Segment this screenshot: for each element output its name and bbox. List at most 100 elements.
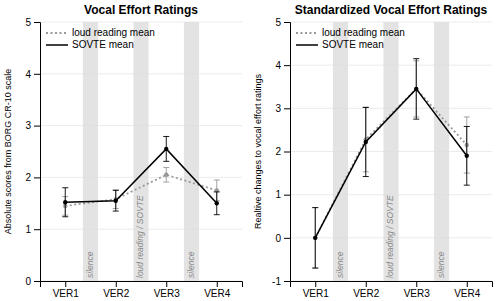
band-labels: silenceloud reading / SOVTEsilence [335, 195, 446, 278]
tick-mark [467, 281, 468, 287]
legend-entry: SOVTE mean [296, 39, 384, 50]
y-tick: 0 [25, 276, 40, 287]
x-tick: VER1 [53, 281, 80, 299]
tick-label: VER4 [204, 288, 231, 299]
tick-label: 5 [25, 17, 31, 28]
grid-line [290, 194, 492, 195]
shade-band [83, 22, 98, 281]
band-label: loud reading / SOVTE [135, 195, 145, 278]
marker [313, 236, 317, 240]
marker [215, 201, 219, 205]
tick-mark [416, 281, 417, 287]
x-tick: VER3 [154, 281, 181, 299]
y-tick: 4 [275, 60, 290, 71]
error-bar [62, 188, 68, 217]
axis-line [291, 282, 493, 288]
marker [364, 140, 368, 144]
shade-band [133, 22, 148, 281]
tick-label: 2 [275, 146, 281, 157]
grid-line [290, 65, 492, 66]
marker [164, 147, 168, 151]
series [62, 136, 220, 216]
grid-line [290, 151, 492, 152]
series [312, 59, 470, 268]
grid-line [40, 73, 242, 74]
marker [414, 87, 418, 91]
x-tick: VER2 [103, 281, 130, 299]
tick-mark [34, 281, 40, 282]
bands [83, 22, 199, 281]
tick-mark [284, 108, 290, 109]
tick-mark [366, 281, 367, 287]
legend-swatch [296, 32, 318, 34]
tick-mark [284, 65, 290, 66]
axis-line [284, 23, 291, 282]
legend-swatch [46, 32, 68, 34]
error-bar [163, 136, 169, 161]
tick-label: 2 [25, 172, 31, 183]
tick-label: 1 [275, 189, 281, 200]
line [315, 89, 467, 238]
band-label: silence [335, 251, 345, 278]
x-axis: VER1 VER2 VER3 VER4 [41, 281, 243, 299]
band-labels: silence loud reading / SOVTE silence [85, 195, 196, 278]
marker [114, 199, 118, 203]
grid-line [290, 22, 492, 23]
tick-mark [34, 74, 40, 75]
legend-label: loud reading mean [322, 27, 405, 38]
y-tick: 3 [275, 103, 290, 114]
tick-mark [217, 281, 218, 287]
tick-mark [284, 22, 290, 23]
tick-mark [65, 281, 66, 287]
title: Vocal Effort Ratings [84, 3, 198, 17]
tick-label: 1 [25, 224, 31, 235]
y-tick: 0 [275, 233, 290, 244]
error-bar [113, 190, 119, 211]
y-axis: -1 0 1 2 3 4 5 [272, 17, 290, 287]
x-tick: VER1 [303, 281, 330, 299]
marker [465, 154, 469, 158]
legend-swatch [46, 44, 68, 46]
title: Standardized Vocal Effort Ratings [295, 3, 488, 17]
tick-mark [284, 281, 290, 282]
legend: loud reading meanSOVTE mean [46, 27, 155, 50]
plot-area: -1012345VER1VER2VER3VER4silenceloud read… [272, 17, 492, 299]
line [315, 89, 467, 238]
marks [62, 136, 220, 216]
band-label: silence [186, 251, 196, 278]
x-tick: VER2 [353, 281, 380, 299]
legend-swatch [296, 44, 318, 46]
x-tick: VER4 [454, 281, 481, 299]
legend-entry: loud reading mean [296, 27, 405, 38]
legend-entry: loud reading mean [46, 27, 155, 38]
tick-mark [34, 229, 40, 230]
error-bar [363, 107, 369, 176]
plot-area: 0 1 2 3 4 5 VER1 VER2 VER3 VER4 silence loud readin… [25, 17, 242, 299]
tick-mark [34, 177, 40, 178]
tick-label: VER1 [53, 288, 80, 299]
tick-label: VER2 [103, 288, 130, 299]
tick-mark [34, 126, 40, 127]
y-tick: 4 [25, 69, 40, 80]
grid-line [40, 177, 242, 178]
marker [164, 173, 168, 177]
tick-mark [284, 238, 290, 239]
tick-label: -1 [272, 276, 281, 287]
band-label: silence [85, 251, 95, 278]
y-label: Realtive changes to vocal effort ratings [253, 74, 263, 229]
tick-label: 3 [25, 120, 31, 131]
y-tick: 3 [25, 120, 40, 131]
error-bar [312, 208, 318, 268]
marker [63, 200, 67, 204]
y-label: Absolute scores from BORG CR-10 scale [3, 69, 13, 235]
grid-line [40, 22, 242, 23]
line [65, 149, 217, 203]
tick-label: VER2 [353, 288, 380, 299]
marker [313, 236, 317, 240]
legend: loud reading meanSOVTE mean [296, 27, 405, 50]
grid [290, 22, 492, 281]
grid-line [290, 108, 492, 109]
y-tick: 1 [25, 224, 40, 235]
tick-mark [284, 195, 290, 196]
tick-label: 5 [275, 17, 281, 28]
